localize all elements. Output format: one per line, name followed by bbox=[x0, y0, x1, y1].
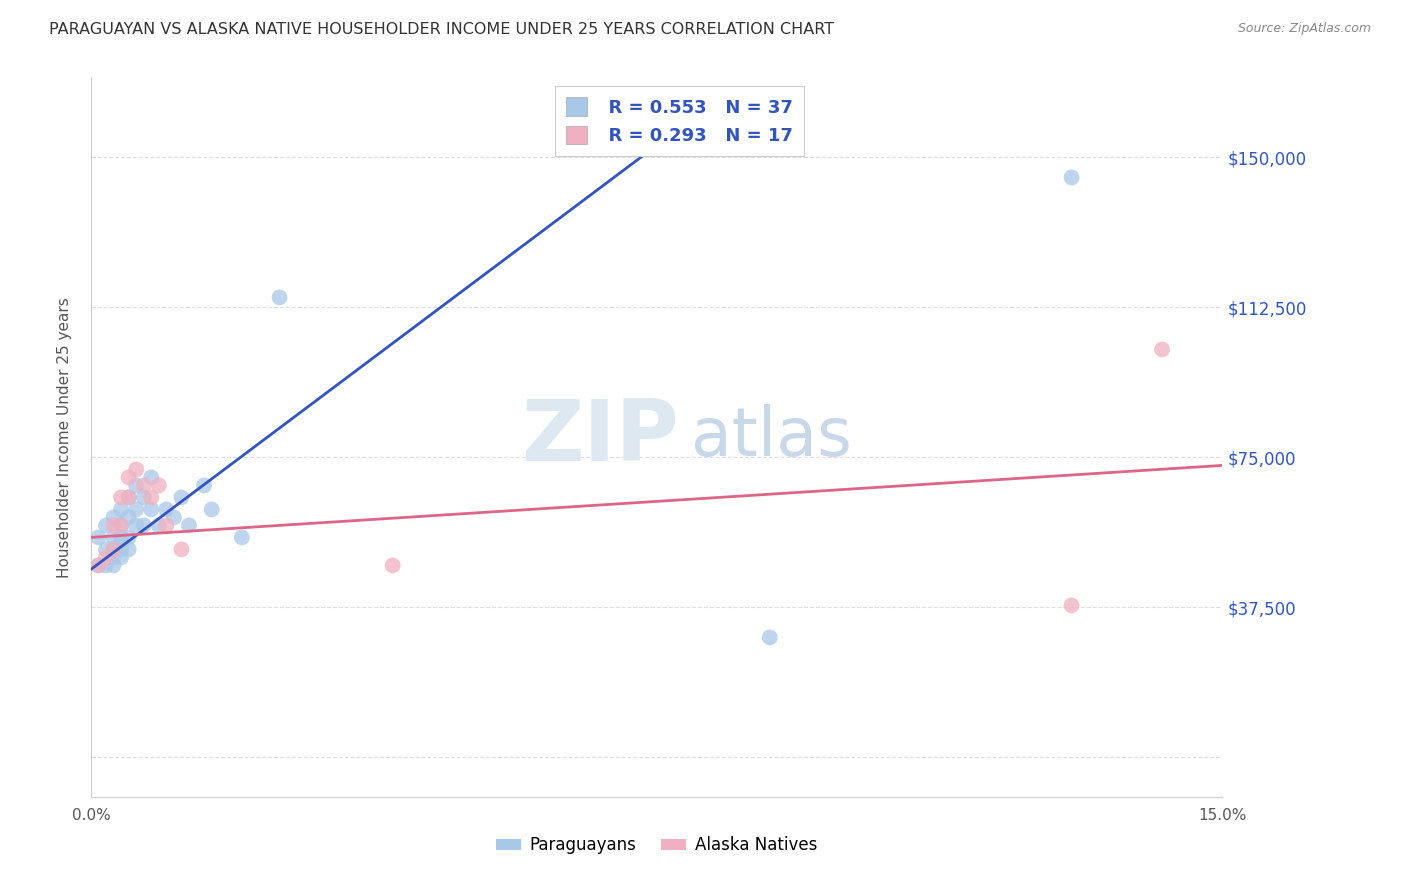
Point bbox=[132, 478, 155, 492]
Point bbox=[110, 542, 132, 557]
Point bbox=[103, 510, 125, 524]
Point bbox=[201, 502, 224, 516]
Point bbox=[103, 558, 125, 573]
Point bbox=[94, 518, 117, 533]
Point bbox=[141, 470, 163, 484]
Point bbox=[1150, 343, 1173, 357]
Point bbox=[125, 518, 148, 533]
Legend:   R = 0.553   N = 37,   R = 0.293   N = 17: R = 0.553 N = 37, R = 0.293 N = 17 bbox=[555, 87, 804, 156]
Point bbox=[170, 491, 193, 505]
Point bbox=[94, 558, 117, 573]
Text: PARAGUAYAN VS ALASKA NATIVE HOUSEHOLDER INCOME UNDER 25 YEARS CORRELATION CHART: PARAGUAYAN VS ALASKA NATIVE HOUSEHOLDER … bbox=[49, 22, 834, 37]
Point bbox=[117, 470, 139, 484]
Point bbox=[117, 510, 139, 524]
Point bbox=[269, 290, 291, 304]
Point bbox=[125, 502, 148, 516]
Point bbox=[94, 542, 117, 557]
Point bbox=[117, 542, 139, 557]
Point bbox=[132, 518, 155, 533]
Point bbox=[94, 550, 117, 565]
Point bbox=[87, 558, 110, 573]
Point bbox=[132, 491, 155, 505]
Point bbox=[103, 530, 125, 544]
Point bbox=[1060, 170, 1083, 185]
Point bbox=[141, 502, 163, 516]
Point bbox=[117, 530, 139, 544]
Point bbox=[1060, 599, 1083, 613]
Point bbox=[163, 510, 186, 524]
Point bbox=[103, 542, 125, 557]
Point bbox=[125, 462, 148, 476]
Point bbox=[103, 518, 125, 533]
Point bbox=[155, 518, 177, 533]
Text: atlas: atlas bbox=[690, 404, 852, 470]
Point bbox=[87, 558, 110, 573]
Point bbox=[148, 478, 170, 492]
Point bbox=[110, 550, 132, 565]
Point bbox=[117, 491, 139, 505]
Point bbox=[110, 530, 132, 544]
Point bbox=[177, 518, 200, 533]
Point bbox=[759, 631, 782, 645]
Point bbox=[117, 491, 139, 505]
Text: ZIP: ZIP bbox=[522, 396, 679, 479]
Point bbox=[110, 518, 132, 533]
Point bbox=[125, 478, 148, 492]
Point bbox=[141, 491, 163, 505]
Point bbox=[103, 550, 125, 565]
Point bbox=[231, 530, 253, 544]
Point bbox=[193, 478, 215, 492]
Point bbox=[110, 518, 132, 533]
Point bbox=[148, 518, 170, 533]
Point bbox=[103, 542, 125, 557]
Y-axis label: Householder Income Under 25 years: Householder Income Under 25 years bbox=[58, 297, 72, 578]
Point bbox=[110, 502, 132, 516]
Point bbox=[87, 530, 110, 544]
Point bbox=[110, 491, 132, 505]
Text: Source: ZipAtlas.com: Source: ZipAtlas.com bbox=[1237, 22, 1371, 36]
Point bbox=[170, 542, 193, 557]
Point bbox=[381, 558, 404, 573]
Point bbox=[155, 502, 177, 516]
